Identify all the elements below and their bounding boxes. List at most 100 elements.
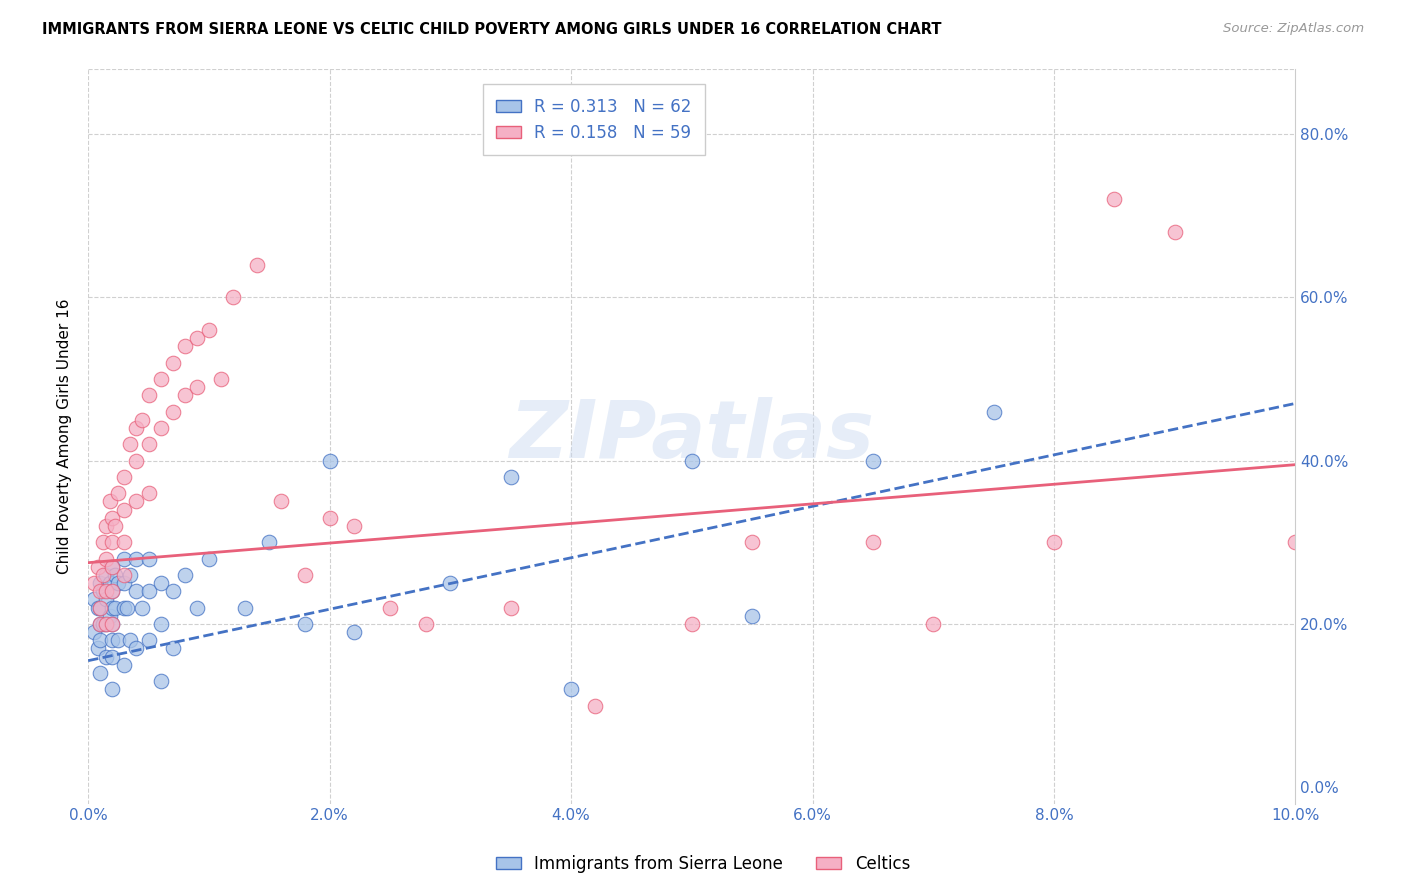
Point	[87, 600, 110, 615]
Point	[91, 568, 114, 582]
Point	[89, 600, 111, 615]
Point	[104, 600, 127, 615]
Point	[138, 633, 160, 648]
Text: IMMIGRANTS FROM SIERRA LEONE VS CELTIC CHILD POVERTY AMONG GIRLS UNDER 16 CORREL: IMMIGRANTS FROM SIERRA LEONE VS CELTIC C…	[42, 22, 942, 37]
Point	[112, 502, 135, 516]
Point	[101, 633, 124, 648]
Legend: R = 0.313   N = 62, R = 0.158   N = 59: R = 0.313 N = 62, R = 0.158 N = 59	[482, 84, 706, 155]
Point	[343, 519, 366, 533]
Point	[104, 568, 127, 582]
Point	[96, 616, 118, 631]
Point	[138, 388, 160, 402]
Point	[83, 576, 105, 591]
Point	[149, 421, 172, 435]
Point	[138, 437, 160, 451]
Point	[107, 576, 129, 591]
Point	[186, 380, 208, 394]
Point	[741, 535, 763, 549]
Point	[149, 616, 172, 631]
Point	[98, 494, 121, 508]
Point	[89, 665, 111, 680]
Point	[112, 568, 135, 582]
Point	[162, 584, 184, 599]
Point	[96, 616, 118, 631]
Point	[112, 551, 135, 566]
Point	[101, 649, 124, 664]
Point	[1104, 192, 1126, 206]
Point	[101, 559, 124, 574]
Point	[862, 453, 884, 467]
Point	[101, 559, 124, 574]
Point	[1284, 535, 1306, 549]
Point	[186, 600, 208, 615]
Point	[96, 584, 118, 599]
Point	[270, 494, 292, 508]
Point	[96, 568, 118, 582]
Point	[378, 600, 401, 615]
Point	[198, 323, 221, 337]
Point	[149, 372, 172, 386]
Point	[96, 592, 118, 607]
Point	[209, 372, 232, 386]
Point	[125, 584, 148, 599]
Point	[862, 535, 884, 549]
Point	[112, 657, 135, 672]
Point	[89, 584, 111, 599]
Point	[138, 584, 160, 599]
Point	[89, 576, 111, 591]
Point	[89, 600, 111, 615]
Point	[294, 568, 316, 582]
Point	[125, 551, 148, 566]
Point	[101, 616, 124, 631]
Text: Source: ZipAtlas.com: Source: ZipAtlas.com	[1223, 22, 1364, 36]
Point	[96, 519, 118, 533]
Point	[560, 682, 582, 697]
Point	[112, 470, 135, 484]
Point	[294, 616, 316, 631]
Point	[89, 616, 111, 631]
Point	[91, 616, 114, 631]
Point	[125, 453, 148, 467]
Point	[120, 437, 142, 451]
Point	[87, 559, 110, 574]
Point	[162, 355, 184, 369]
Point	[83, 625, 105, 640]
Point	[1043, 535, 1066, 549]
Point	[107, 633, 129, 648]
Point	[101, 682, 124, 697]
Point	[138, 551, 160, 566]
Point	[681, 616, 703, 631]
Point	[107, 486, 129, 500]
Point	[96, 551, 118, 566]
Point	[101, 584, 124, 599]
Point	[173, 568, 195, 582]
Point	[131, 600, 153, 615]
Point	[499, 600, 522, 615]
Point	[499, 470, 522, 484]
Point	[101, 510, 124, 524]
Point	[87, 641, 110, 656]
Point	[681, 453, 703, 467]
Point	[120, 568, 142, 582]
Legend: Immigrants from Sierra Leone, Celtics: Immigrants from Sierra Leone, Celtics	[489, 848, 917, 880]
Point	[101, 584, 124, 599]
Point	[125, 494, 148, 508]
Point	[91, 535, 114, 549]
Point	[1164, 225, 1187, 239]
Point	[131, 413, 153, 427]
Point	[125, 641, 148, 656]
Point	[343, 625, 366, 640]
Y-axis label: Child Poverty Among Girls Under 16: Child Poverty Among Girls Under 16	[58, 298, 72, 574]
Point	[101, 535, 124, 549]
Point	[115, 600, 138, 615]
Point	[125, 421, 148, 435]
Point	[91, 584, 114, 599]
Text: ZIPatlas: ZIPatlas	[509, 397, 875, 475]
Point	[112, 535, 135, 549]
Point	[96, 649, 118, 664]
Point	[922, 616, 945, 631]
Point	[89, 633, 111, 648]
Point	[162, 641, 184, 656]
Point	[222, 290, 245, 304]
Point	[173, 339, 195, 353]
